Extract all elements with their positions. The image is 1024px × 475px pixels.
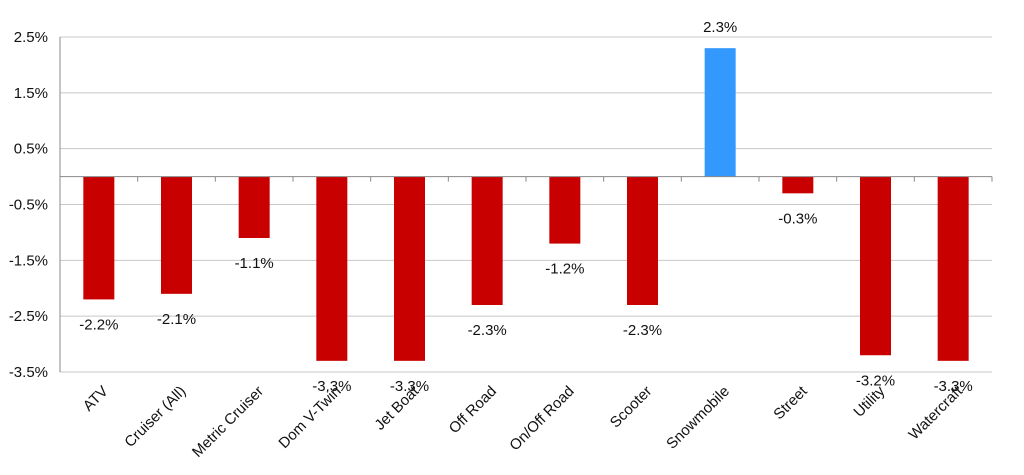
data-label: -2.3% bbox=[468, 322, 507, 339]
axes bbox=[59, 37, 993, 372]
gridlines bbox=[60, 36, 992, 373]
bar-cruiser-all- bbox=[161, 176, 192, 294]
y-tick-label: 0.5% bbox=[14, 141, 48, 158]
y-axis-ticks: 2.5% 1.5% 0.5% -0.5% -1.5% -2.5% -3.5% bbox=[9, 29, 48, 381]
data-label: -1.1% bbox=[235, 255, 274, 272]
data-label: 2.3% bbox=[703, 19, 737, 36]
x-tick-label: Cruiser (All) bbox=[121, 383, 189, 451]
x-tick-label: Dom V-Twin bbox=[275, 383, 344, 452]
y-tick-label: -0.5% bbox=[9, 197, 48, 214]
bar-off-road bbox=[471, 176, 503, 305]
x-axis-ticks: ATV Cruiser (All) Metric Cruiser Dom V-Twin… bbox=[80, 382, 967, 461]
bar-atv bbox=[83, 176, 115, 300]
y-tick-label: -2.5% bbox=[9, 308, 48, 325]
x-tick-label: On/Off Road bbox=[506, 383, 577, 454]
bar-utility bbox=[860, 176, 891, 356]
data-label: -2.2% bbox=[79, 316, 118, 333]
data-label: -1.2% bbox=[545, 261, 584, 278]
bars bbox=[83, 48, 969, 361]
y-tick-label: -3.5% bbox=[9, 364, 48, 381]
bar-scooter bbox=[627, 176, 658, 305]
x-tick-label: Metric Cruiser bbox=[189, 383, 267, 461]
x-tick-label: Street bbox=[770, 382, 811, 423]
data-labels: -2.2% -2.1% -1.1% -3.3% -3.3% -2.3% -1.2% -2.3%… bbox=[79, 19, 973, 395]
bar-metric-cruiser bbox=[238, 176, 270, 238]
bar-street bbox=[782, 176, 814, 194]
bar-snowmobile bbox=[704, 48, 736, 177]
data-label: -2.3% bbox=[623, 322, 662, 339]
bar-jet-boat bbox=[394, 176, 425, 361]
data-label: -3.3% bbox=[390, 378, 429, 395]
bar-on-off-road bbox=[549, 176, 581, 244]
data-label: -3.3% bbox=[934, 378, 973, 395]
y-tick-label: -1.5% bbox=[9, 252, 48, 269]
bar-watercraft bbox=[937, 176, 969, 361]
data-label: -3.2% bbox=[856, 372, 895, 389]
y-tick-label: 2.5% bbox=[14, 29, 48, 46]
data-label: -2.1% bbox=[157, 311, 196, 328]
y-tick-label: 1.5% bbox=[14, 85, 48, 102]
bar-dom-v-twin bbox=[316, 176, 348, 361]
data-label: -3.3% bbox=[312, 378, 351, 395]
data-label: -0.3% bbox=[778, 210, 817, 227]
x-tick-label: Scooter bbox=[607, 383, 656, 432]
x-tick-label: ATV bbox=[80, 383, 112, 415]
x-tick-label: Snowmobile bbox=[663, 383, 733, 453]
x-tick-label: Off Road bbox=[446, 383, 500, 437]
